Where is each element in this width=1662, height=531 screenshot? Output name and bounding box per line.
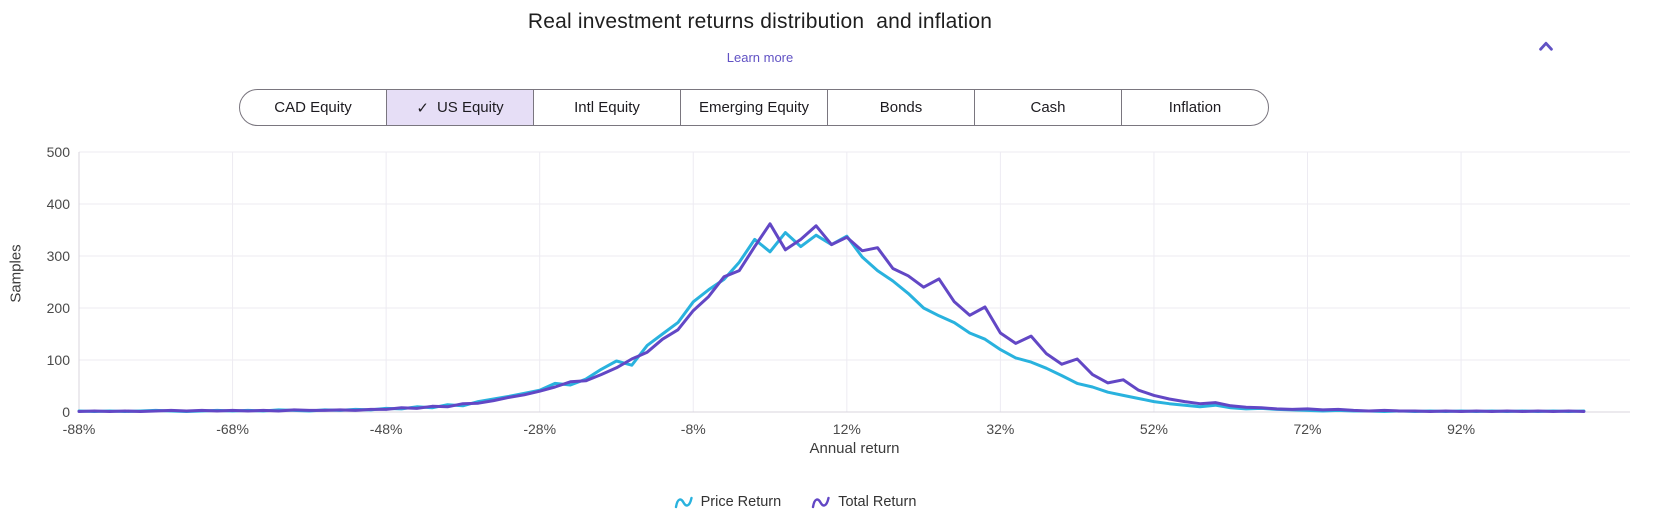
page-title: Real investment returns distribution and… xyxy=(527,10,993,33)
x-tick-label: -68% xyxy=(216,421,249,437)
x-tick-label: 52% xyxy=(1140,421,1168,437)
tab-bonds[interactable]: Bonds xyxy=(827,89,975,126)
x-tick-label: -8% xyxy=(681,421,706,437)
y-axis-title: Samples xyxy=(7,244,25,303)
tab-label: Cash xyxy=(1030,99,1066,116)
asset-class-tab-group: CAD Equity ✓ US Equity Intl Equity Emerging … xyxy=(239,89,1269,126)
tab-label: Inflation xyxy=(1168,99,1222,116)
tab-intl-equity[interactable]: Intl Equity xyxy=(533,89,681,126)
chevron-up-icon xyxy=(1539,41,1553,51)
x-tick-label: 12% xyxy=(833,421,861,437)
tab-label: Emerging Equity xyxy=(698,99,810,116)
returns-distribution-chart[interactable]: 0 100 200 300 400 500 -88% -68% -48% -28% -8% 12% 32… xyxy=(0,135,1662,447)
learn-more-link[interactable]: Learn more xyxy=(726,50,794,65)
tab-label: CAD Equity xyxy=(274,99,352,116)
wave-icon xyxy=(812,496,830,509)
collapse-button[interactable] xyxy=(1526,26,1566,66)
legend-label: Price Return xyxy=(700,494,782,510)
check-icon: ✓ xyxy=(416,99,429,117)
x-tick-label: 72% xyxy=(1293,421,1321,437)
y-tick-label: 0 xyxy=(62,404,70,420)
legend-label: Total Return xyxy=(838,494,917,510)
tab-cash[interactable]: Cash xyxy=(974,89,1122,126)
legend-item-price-return[interactable]: Price Return xyxy=(674,494,782,510)
y-tick-label: 100 xyxy=(47,352,71,368)
tab-inflation[interactable]: Inflation xyxy=(1121,89,1269,126)
legend-item-total-return[interactable]: Total Return xyxy=(811,494,916,510)
tab-label: Bonds xyxy=(879,99,923,116)
tab-us-equity[interactable]: ✓ US Equity xyxy=(386,89,534,126)
chart-legend: Price Return Total Return xyxy=(0,494,1590,510)
series-line-price-return xyxy=(77,231,1586,413)
x-tick-label: -48% xyxy=(370,421,403,437)
y-tick-label: 200 xyxy=(47,300,71,316)
wave-icon xyxy=(674,496,693,509)
tab-emerging-equity[interactable]: Emerging Equity xyxy=(680,89,828,126)
tab-cad-equity[interactable]: CAD Equity xyxy=(239,89,387,126)
y-tick-label: 300 xyxy=(47,248,71,264)
x-tick-label: 32% xyxy=(986,421,1014,437)
series-line-total-return xyxy=(77,222,1586,413)
tab-label: Intl Equity xyxy=(574,99,640,116)
tab-label: US Equity xyxy=(436,99,504,116)
x-tick-label: 92% xyxy=(1447,421,1475,437)
x-tick-label: -88% xyxy=(63,421,96,437)
y-tick-label: 400 xyxy=(47,196,71,212)
x-axis-title: Annual return xyxy=(809,440,900,457)
x-tick-label: -28% xyxy=(523,421,556,437)
y-tick-label: 500 xyxy=(47,144,71,160)
learn-more-wrap: Learn more xyxy=(0,50,1520,65)
